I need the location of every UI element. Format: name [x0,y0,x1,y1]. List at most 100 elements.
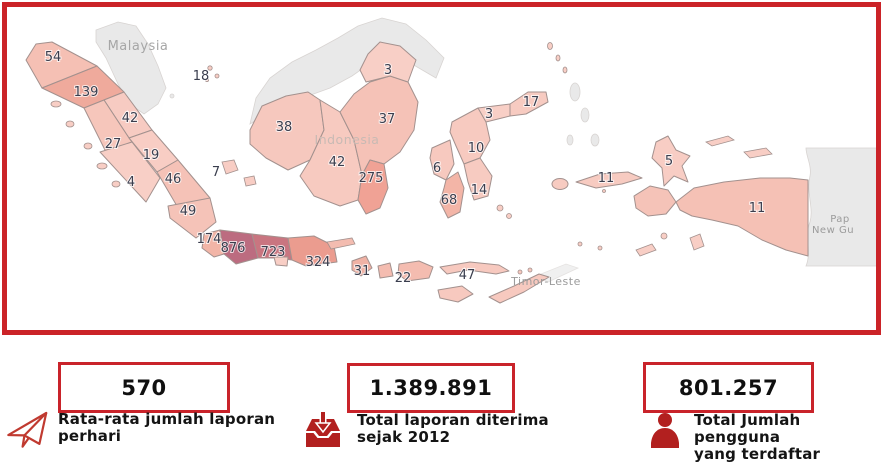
stat-label-line: Total Jumlah pengguna [694,411,801,446]
region-value-label: 47 [459,268,476,283]
region-value-label: 68 [441,193,458,208]
country-label-indonesia: Indonesia [315,132,380,147]
stat-label-line: sejak 2012 [357,428,451,446]
region-south-sulawesi[interactable] [439,171,465,219]
papua-new-guinea-land [805,147,878,267]
region-banten[interactable] [201,229,225,258]
madura-island [326,237,356,250]
singapore-land [169,93,175,99]
region-value-label: 3 [485,107,493,122]
stat-label-line: perhari [58,427,122,445]
region-value-label: 275 [359,171,384,186]
sangihe-islands [562,66,568,74]
malaysia-peninsula-land [95,21,167,115]
mentawai-islands [96,162,108,170]
region-bali[interactable] [351,255,373,277]
region-value-label: 723 [261,245,286,260]
region-yogyakarta[interactable] [273,256,289,267]
region-value-label: 4 [127,175,135,190]
region-aceh[interactable] [25,41,98,89]
stat-label-total-reports: Total laporan diterima sejak 2012 [357,412,549,446]
babar-islands [597,245,603,251]
region-east-java[interactable] [287,235,338,267]
country-label-papua-new-guinea-line2: New Gu [812,225,854,236]
region-west-papua[interactable] [633,185,677,217]
region-west-nusa-tenggara[interactable] [377,260,434,282]
tanimbar-islands [635,243,657,257]
region-value-label: 31 [354,264,371,279]
region-value-label: 38 [276,120,293,135]
region-value-label: 876 [221,241,246,256]
region-bangka-belitung[interactable] [221,159,257,187]
region-value-label: 139 [74,85,99,100]
region-west-java[interactable] [219,229,259,265]
stat-box-registered-users: 801.257 [643,362,814,413]
selayar-islands [506,213,512,219]
stat-value-total-reports: 1.389.891 [369,376,493,400]
map-frame-border [2,2,881,335]
region-value-label: 6 [433,161,441,176]
stat-value-registered-users: 801.257 [678,375,779,400]
region-value-label: 42 [329,155,346,170]
philippines-land [566,134,574,146]
region-value-label: 14 [471,183,488,198]
region-east-nusa-tenggara[interactable] [437,261,550,304]
country-label-papua-new-guinea-line1: Pap [830,214,850,225]
philippines-land [569,82,581,102]
region-value-label: 42 [122,111,139,126]
country-label-timor-leste: Timor-Leste [510,275,581,288]
region-value-label: 3 [384,63,392,78]
region-value-label: 19 [143,148,160,163]
stat-label-line: Total laporan diterima [357,411,549,429]
stat-box-daily-reports: 570 [58,362,230,413]
stat-value-daily-reports: 570 [121,375,167,400]
region-maluku[interactable] [551,171,643,193]
region-value-label: 7 [212,165,220,180]
region-riau-islands[interactable] [204,65,220,83]
nias-islands [50,100,62,108]
stat-label-daily-reports: Rata-rata jumlah laporan perhari [58,411,275,445]
kai-islands [660,232,668,240]
region-southeast-sulawesi[interactable] [463,157,493,201]
region-value-label: 18 [193,69,210,84]
stat-label-line: Rata-rata jumlah laporan [58,410,276,428]
region-value-label: 54 [45,50,62,65]
country-label-malaysia: Malaysia [108,39,169,54]
philippines-land [590,133,600,147]
philippines-land [580,107,590,123]
region-value-label: 49 [180,204,197,219]
region-value-label: 27 [105,137,122,152]
mentawai-islands [111,180,121,188]
provinces [25,41,809,304]
region-value-label: 22 [395,271,412,286]
stat-label-registered-users: Total Jumlah pengguna yang terdaftar [694,412,883,463]
misool-island [705,135,735,147]
mentawai-islands [83,142,93,150]
region-value-label: 10 [468,141,485,156]
sangihe-islands [555,54,561,62]
region-value-label: 11 [598,171,615,186]
region-papua[interactable] [675,177,809,257]
selayar-islands [496,204,504,212]
stat-box-total-reports: 1.389.891 [347,363,515,413]
region-value-label: 11 [749,201,766,216]
inbox-icon [306,412,340,447]
region-lampung[interactable] [167,197,217,239]
paper-plane-icon [7,411,48,448]
region-south-kalimantan[interactable] [357,159,389,215]
region-bengkulu[interactable] [99,141,161,203]
region-north-kalimantan[interactable] [359,41,417,83]
sangihe-islands [547,42,553,50]
babar-islands [577,241,583,247]
mentawai-islands [65,120,75,128]
region-north-maluku[interactable] [651,135,691,187]
region-value-label: 37 [379,112,396,127]
stat-label-line: yang terdaftar [694,445,821,463]
region-value-label: 174 [197,232,222,247]
region-value-label: 17 [523,95,540,110]
aru-islands [689,233,705,251]
user-icon [651,413,679,448]
region-value-label: 46 [165,172,182,187]
